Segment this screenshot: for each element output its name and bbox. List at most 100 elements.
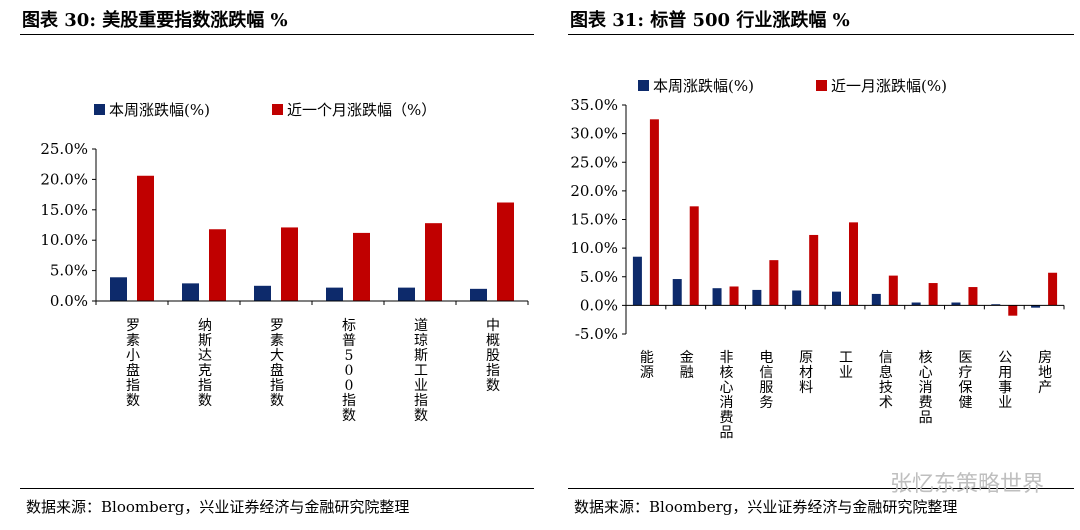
svg-text:核: 核 bbox=[720, 365, 734, 381]
bar-monthly bbox=[689, 206, 699, 306]
svg-text:健: 健 bbox=[958, 395, 972, 411]
y-tick-label: 10.0% bbox=[570, 239, 618, 257]
bar-weekly bbox=[254, 285, 271, 301]
svg-text:用: 用 bbox=[998, 365, 1012, 381]
bar-monthly bbox=[888, 275, 898, 306]
bar-weekly bbox=[991, 304, 1001, 306]
bar-monthly bbox=[281, 227, 298, 301]
y-tick-label: 35.0% bbox=[570, 96, 618, 114]
svg-text:纳: 纳 bbox=[198, 318, 212, 334]
svg-text:指: 指 bbox=[342, 393, 356, 409]
svg-text:5: 5 bbox=[345, 348, 354, 364]
y-tick-label: -5.0% bbox=[575, 325, 618, 343]
legend-label-monthly: 近一个月涨跌幅（%） bbox=[287, 101, 436, 119]
svg-text:信: 信 bbox=[879, 350, 893, 366]
bar-weekly bbox=[470, 288, 487, 301]
svg-text:0: 0 bbox=[345, 378, 354, 394]
bar-monthly bbox=[649, 119, 659, 306]
bar-weekly bbox=[911, 302, 921, 306]
bar-monthly bbox=[849, 222, 858, 306]
bar-monthly bbox=[1048, 272, 1058, 306]
svg-text:盘: 盘 bbox=[270, 362, 284, 379]
svg-text:素: 素 bbox=[126, 333, 140, 349]
x-category-label: 房地产 bbox=[1038, 350, 1052, 396]
svg-text:普: 普 bbox=[342, 333, 356, 349]
y-tick-label: 5.0% bbox=[50, 262, 88, 280]
bar-monthly bbox=[729, 286, 739, 306]
bar-monthly bbox=[928, 283, 938, 306]
source-note: 数据来源：Bloomberg，兴业证券经济与金融研究院整理 bbox=[574, 498, 958, 516]
svg-text:品: 品 bbox=[919, 410, 933, 426]
bar-monthly bbox=[769, 260, 779, 306]
svg-text:数: 数 bbox=[270, 393, 284, 409]
svg-text:事: 事 bbox=[998, 380, 1012, 396]
bar-weekly bbox=[832, 291, 841, 306]
legend-swatch-weekly bbox=[638, 80, 649, 91]
svg-text:信: 信 bbox=[759, 365, 773, 381]
y-tick-label: 5.0% bbox=[580, 268, 618, 286]
bar-monthly bbox=[425, 223, 442, 301]
y-tick-label: 20.0% bbox=[570, 182, 618, 200]
y-tick-label: 15.0% bbox=[40, 201, 88, 219]
svg-text:中: 中 bbox=[486, 318, 500, 334]
chart-panel-sectors: 图表 31: 标普 500 行业涨跌幅 % 本周涨跌幅(%) 近一月涨跌幅(%) -… bbox=[548, 0, 1080, 530]
y-tick-label: 0.0% bbox=[50, 292, 88, 310]
legend-label-weekly: 本周涨跌幅(%) bbox=[109, 101, 210, 119]
x-category-label: 金融 bbox=[680, 350, 694, 381]
svg-text:道: 道 bbox=[414, 318, 428, 334]
bar-monthly bbox=[497, 202, 514, 301]
bar-weekly bbox=[398, 287, 415, 301]
svg-text:标: 标 bbox=[342, 318, 356, 334]
bar-weekly bbox=[1031, 305, 1041, 308]
svg-text:小: 小 bbox=[126, 348, 140, 364]
chart-panel-indices: 图表 30: 美股重要指数涨跌幅 % 本周涨跌幅(%) 近一个月涨跌幅（%） 0.0… bbox=[20, 10, 534, 516]
svg-text:料: 料 bbox=[799, 380, 813, 396]
title-divider bbox=[568, 34, 1074, 35]
svg-text:素: 素 bbox=[270, 333, 284, 349]
svg-text:业: 业 bbox=[414, 378, 428, 394]
bar-weekly bbox=[871, 293, 881, 306]
chart-title: 图表 30: 美股重要指数涨跌幅 % bbox=[22, 10, 288, 31]
svg-text:数: 数 bbox=[126, 393, 140, 409]
x-category-label: 工业 bbox=[839, 350, 853, 381]
svg-text:琼: 琼 bbox=[414, 333, 428, 349]
bar-monthly bbox=[137, 175, 154, 301]
svg-text:数: 数 bbox=[342, 408, 356, 424]
svg-text:能: 能 bbox=[640, 350, 654, 366]
bar-weekly bbox=[632, 256, 642, 306]
svg-text:电: 电 bbox=[759, 350, 773, 366]
bar-weekly bbox=[792, 290, 802, 306]
svg-text:术: 术 bbox=[879, 395, 893, 411]
svg-text:房: 房 bbox=[1038, 350, 1052, 366]
svg-text:数: 数 bbox=[198, 393, 212, 409]
bar-chart-sectors: 本周涨跌幅(%) 近一月涨跌幅(%) -5.0% 0.0% 5.0% 10.0% 15.0%… bbox=[570, 77, 1065, 441]
bar-weekly bbox=[326, 287, 343, 301]
watermark-text: 张忆东策略世界 bbox=[889, 472, 1044, 497]
svg-text:工: 工 bbox=[414, 363, 428, 379]
svg-text:罗: 罗 bbox=[126, 318, 140, 334]
bar-monthly bbox=[1008, 305, 1018, 316]
svg-text:非: 非 bbox=[720, 350, 734, 366]
legend-label-monthly: 近一月涨跌幅(%) bbox=[831, 77, 947, 95]
bar-weekly bbox=[951, 302, 961, 306]
svg-text:数: 数 bbox=[414, 408, 428, 424]
y-tick-label: 15.0% bbox=[570, 211, 618, 229]
svg-text:心: 心 bbox=[919, 365, 933, 381]
svg-text:消: 消 bbox=[919, 380, 933, 396]
svg-text:0: 0 bbox=[345, 363, 354, 379]
svg-text:罗: 罗 bbox=[270, 318, 284, 334]
svg-text:盘: 盘 bbox=[126, 362, 140, 379]
svg-text:息: 息 bbox=[879, 364, 893, 381]
svg-text:费: 费 bbox=[919, 395, 933, 411]
svg-text:克: 克 bbox=[198, 363, 212, 379]
